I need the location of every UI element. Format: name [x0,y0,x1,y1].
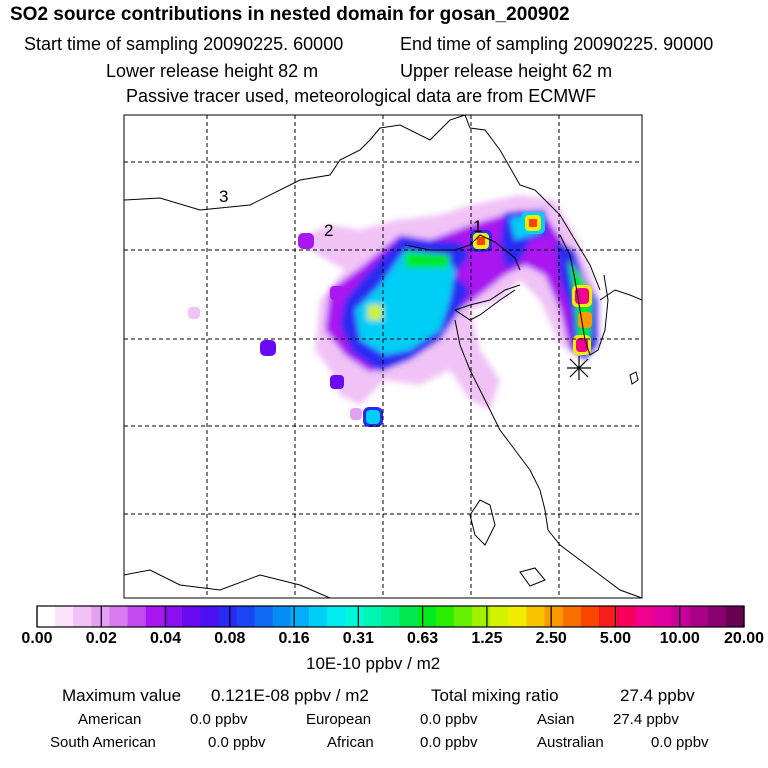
colorbar-cell [435,606,455,627]
end-time: End time of sampling 20090225. 90000 [400,34,714,54]
colorbar-cell [617,606,636,627]
colorbar-cell [308,606,328,627]
colorbar-cell [653,606,673,627]
region-value: 0.0 ppbv [651,734,709,751]
region-value: 0.0 ppbv [420,734,478,751]
hotspots [188,212,592,427]
colorbar-cell [109,606,129,627]
receptor-asterisk-icon [567,356,591,380]
region-name: Asian [537,711,575,728]
region-value: 27.4 ppbv [613,711,679,728]
map-frame [123,114,643,599]
colorbar-cell [73,606,92,627]
lower-release-height: Lower release height 82 m [106,61,319,81]
colorbar-cell [689,606,709,627]
colorbar-cell [707,606,727,627]
region-name: Australian [537,734,604,751]
colorbar-cell [417,606,437,627]
colorbar-cell [55,606,74,627]
colorbar-units: 10E-10 ppbv / m2 [306,654,441,673]
tick-label: 0.31 [342,630,374,647]
tick-label: 1.25 [471,630,503,647]
tick-label: 0.63 [407,630,439,647]
colorbar-cell [218,606,238,627]
colorbar-cell [37,606,56,627]
tick-label: 2.50 [535,630,567,647]
tick-label: 20.00 [723,630,765,647]
colorbar-cell [508,606,528,627]
colorbar-cell [200,606,219,627]
tracer-note: Passive tracer used, meteorological data… [126,86,597,106]
colorbar-cell [163,606,183,627]
colorbar-cell [254,606,274,627]
total-mixing-label: Total mixing ratio [431,686,559,705]
region-label-3: 3 [219,187,228,206]
colorbar-cell [725,606,745,627]
region-value: 0.0 ppbv [190,711,248,728]
region-name: European [306,711,372,728]
upper-release-height: Upper release height 62 m [400,61,613,81]
region-value: 0.0 ppbv [420,711,478,728]
colorbar-cell [526,606,546,627]
region-value: 0.0 ppbv [208,734,266,751]
region-label-2: 2 [324,221,333,240]
colorbar-cell [399,606,419,627]
colorbar-cell [453,606,473,627]
start-time: Start time of sampling 20090225. 60000 [24,34,344,54]
tick-label: 0.16 [278,630,310,647]
colorbar-cell [381,606,401,627]
region-name: American [78,711,142,728]
colorbar-cell [345,606,364,627]
lat-lon-grid [124,115,642,598]
region-label-1: 1 [473,217,482,236]
colorbar-cell [272,606,292,627]
colorbar-cell [598,606,618,627]
total-mixing-value: 27.4 ppbv [620,686,695,705]
region-name: African [327,734,374,751]
plot-title: SO2 source contributions in nested domai… [10,4,570,25]
colorbar-cell [182,606,201,627]
colorbar-cell [562,606,582,627]
colorbar-cell [490,606,509,627]
max-value: 0.121E-08 ppbv / m2 [211,686,369,705]
colorbar-cell [544,606,564,627]
coastlines [124,115,642,598]
tick-label: 0.02 [85,630,117,647]
max-value-label: Maximum value [62,686,182,705]
colorbar-cell [363,606,383,627]
tick-label: 0.00 [21,630,53,647]
colorbar-cell [327,606,346,627]
colorbar-cell [635,606,654,627]
colorbar-cell [236,606,256,627]
tick-label: 0.08 [214,630,246,647]
colorbar-cell [580,606,600,627]
colorbar-cell [127,606,147,627]
colorbar-cell [472,606,491,627]
tick-label: 0.04 [149,630,182,647]
colorbar-cell [145,606,165,627]
colorbar-cell [671,606,691,627]
tick-label: 5.00 [599,630,632,647]
colorbar-cell [290,606,310,627]
colorbar-tick-marks [36,606,745,627]
colorbar-cells [37,606,745,627]
tick-label: 10.00 [659,630,700,647]
region-name: South American [50,734,156,751]
